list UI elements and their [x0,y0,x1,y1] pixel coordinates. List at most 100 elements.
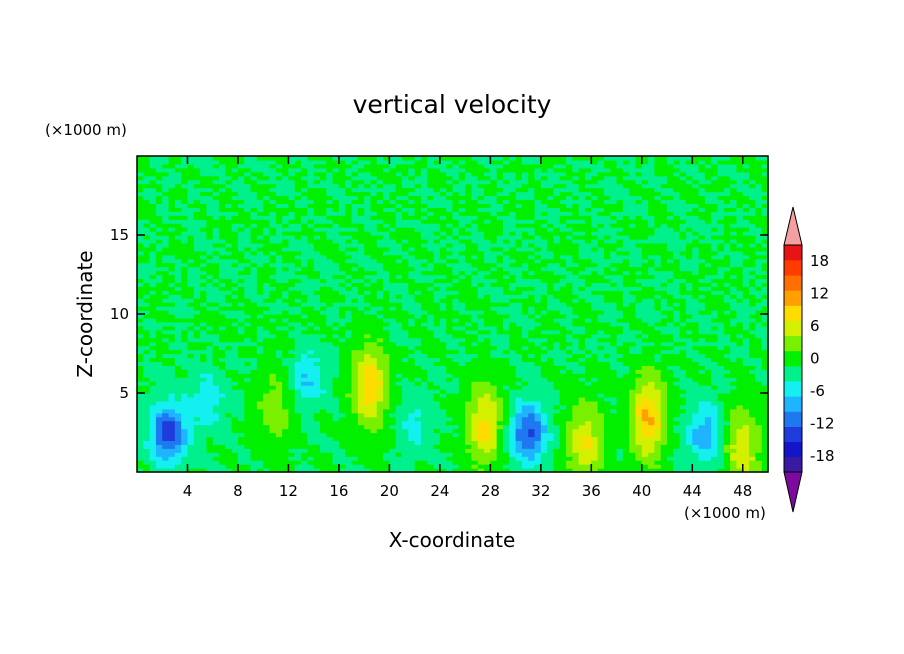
field-cell [155,219,163,224]
field-cell [408,321,416,327]
field-cell [502,227,510,232]
field-cell [288,369,296,374]
field-cell [357,448,365,453]
field-cell [383,156,390,161]
field-cell [420,377,428,382]
field-cell [206,262,214,268]
field-cell [509,290,517,295]
field-cell [351,361,359,366]
field-cell [149,156,157,161]
field-cell [395,448,403,453]
field-cell [509,420,517,426]
field-cell [471,195,479,201]
field-cell [370,349,378,355]
field-cell [515,191,523,197]
field-cell [338,464,346,469]
field-cell [269,211,277,216]
field-cell [395,278,403,283]
field-cell [225,412,233,418]
field-cell [446,329,454,335]
field-cell [370,207,378,212]
field-cell [313,393,321,398]
field-cell [200,238,208,244]
field-cell [351,456,359,461]
field-cell [484,337,491,343]
field-cell [414,167,422,173]
field-cell [282,294,290,299]
field-cell [502,468,510,473]
field-cell [509,314,517,319]
field-cell [383,393,390,398]
field-cell [155,215,163,220]
field-cell [168,179,176,185]
field-cell [193,389,201,394]
field-cell [433,452,441,457]
field-cell [351,428,359,434]
field-cell [256,353,264,359]
field-cell [206,266,214,272]
field-cell [313,314,321,319]
field-cell [402,242,409,248]
field-cell [225,286,233,291]
field-cell [288,333,296,339]
field-cell [181,235,189,240]
field-cell [137,231,144,236]
field-cell [212,353,220,359]
field-cell [402,171,409,177]
field-cell [345,163,353,169]
field-cell [294,254,302,260]
field-cell [256,219,264,224]
field-cell [465,325,473,331]
field-cell [256,436,264,441]
field-cell [471,404,479,410]
field-cell [162,464,170,469]
field-cell [155,337,163,343]
field-cell [244,246,252,252]
field-cell [219,460,226,465]
field-cell [521,381,529,386]
field-cell [458,199,466,204]
field-cell [275,179,283,185]
field-cell [269,452,277,457]
field-cell [237,223,245,228]
field-cell [244,377,252,382]
field-cell [395,270,403,276]
field-cell [458,416,466,422]
field-cell [212,270,220,276]
field-cell [143,258,151,264]
field-cell [471,381,479,386]
field-cell [458,321,466,327]
field-cell [383,452,390,457]
field-cell [427,373,435,378]
field-cell [338,290,346,295]
field-cell [206,345,214,351]
field-cell [301,183,308,189]
field-cell [452,373,460,378]
field-cell [269,191,277,197]
field-cell [439,211,447,216]
field-cell [408,428,416,434]
field-cell [155,424,163,430]
field-cell [395,175,403,181]
field-cell [162,436,170,441]
field-cell [521,159,529,165]
field-cell [446,464,454,469]
field-cell [244,404,252,410]
field-cell [439,416,447,422]
field-cell [319,215,327,220]
field-cell [471,258,479,264]
field-cell [515,231,523,236]
field-cell [250,254,258,260]
field-cell [231,365,239,370]
field-cell [319,452,327,457]
field-cell [515,436,523,441]
field-cell [332,456,340,461]
field-cell [143,333,151,339]
field-cell [294,361,302,366]
field-cell [502,400,510,406]
field-cell [269,314,277,319]
field-cell [219,187,226,193]
field-cell [168,191,176,197]
field-cell [420,298,428,303]
field-cell [212,203,220,208]
